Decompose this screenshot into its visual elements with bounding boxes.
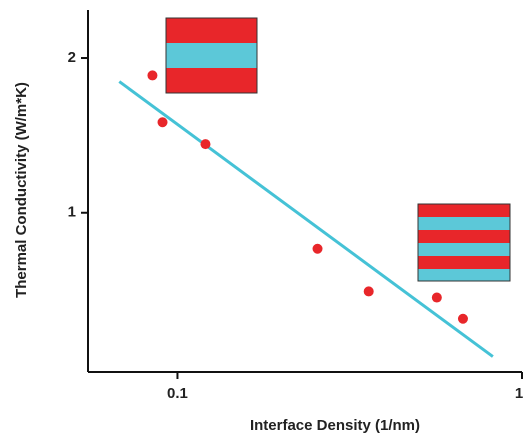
data-point xyxy=(147,70,158,81)
y-tick-label: 2 xyxy=(68,49,76,66)
data-point xyxy=(200,139,211,150)
data-point xyxy=(312,243,323,254)
data-point xyxy=(431,292,442,303)
data-point xyxy=(457,313,468,324)
y-tick-label: 1 xyxy=(68,204,76,221)
x-axis-title: Interface Density (1/nm) xyxy=(250,417,420,434)
x-tick-label: 1 xyxy=(515,385,523,402)
fit-line xyxy=(118,80,494,358)
inset-few-layers xyxy=(165,17,258,94)
inset-many-layers xyxy=(417,203,511,282)
data-point xyxy=(157,117,168,128)
data-point xyxy=(363,286,374,297)
y-axis-title: Thermal Conductivity (W/m*K) xyxy=(13,82,30,298)
x-tick-label: 0.1 xyxy=(167,385,188,402)
